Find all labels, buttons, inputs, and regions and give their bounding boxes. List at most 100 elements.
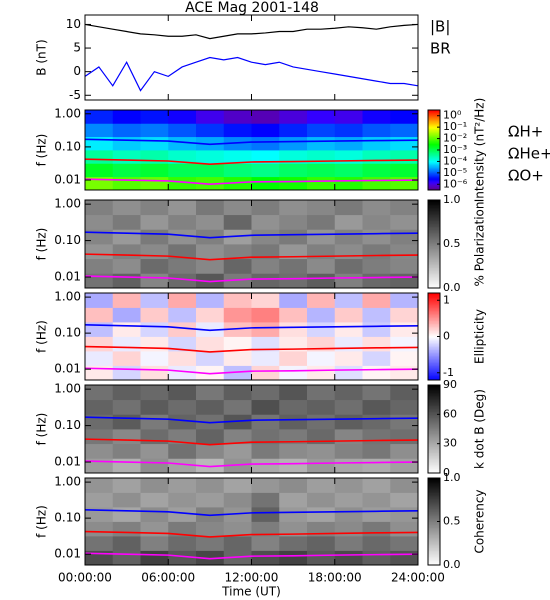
colorbar-step: [428, 143, 440, 146]
colorbar-step: [428, 313, 440, 316]
colorbar-step: [428, 235, 440, 238]
heatmap-cell: [251, 307, 280, 323]
heatmap-cell: [362, 273, 391, 289]
colorbar-step: [428, 122, 440, 124]
colorbar-step: [428, 396, 440, 399]
heatmap-cell: [251, 150, 280, 164]
y-tick-label: 0.10: [54, 233, 81, 247]
colorbar-tick-label: 1: [443, 293, 450, 306]
colorbar-step: [428, 311, 440, 314]
colorbar-step: [428, 320, 440, 323]
heatmap-cell: [223, 244, 252, 260]
colorbar-tick-label: 0.0: [443, 558, 461, 571]
heatmap-cell: [251, 458, 280, 474]
heatmap-cell: [251, 443, 280, 459]
colorbar-step: [428, 528, 440, 531]
colorbar-step: [428, 368, 440, 371]
heatmap-cell: [279, 229, 308, 245]
heatmap-cell: [140, 536, 169, 551]
heatmap-cell: [251, 351, 280, 366]
colorbar-step: [428, 355, 440, 358]
heatmap-cell: [223, 273, 252, 289]
heatmap-cell: [168, 351, 197, 366]
heatmap-cell: [307, 458, 336, 474]
colorbar-step: [428, 166, 440, 168]
colorbar-step: [428, 277, 440, 280]
colorbar-frame: [427, 384, 441, 474]
y-tick-label: 1.00: [54, 475, 81, 489]
heatmap-cell: [362, 399, 391, 415]
colorbar-step: [428, 279, 440, 282]
heatmap-cell: [168, 443, 197, 459]
colorbar-step: [428, 132, 440, 135]
colorbar-step: [428, 327, 440, 330]
heatmap-cell: [390, 176, 419, 191]
heatmap-cell: [112, 163, 141, 178]
colorbar-step: [428, 399, 440, 402]
heatmap-cell: [307, 273, 336, 289]
heatmap-cell: [168, 385, 197, 401]
colorbar-step: [428, 314, 440, 317]
heatmap-cell: [334, 229, 363, 245]
colorbar-step: [428, 238, 440, 241]
colorbar-step: [428, 271, 440, 274]
heatmap-cell: [223, 123, 252, 138]
data-line: [84, 275, 419, 283]
colorbar-step: [428, 330, 440, 333]
heatmap-cell: [85, 351, 114, 366]
heatmap-cell: [307, 536, 336, 551]
heatmap-cell: [168, 214, 197, 230]
colorbar-step: [428, 351, 440, 353]
heatmap-cell: [251, 550, 280, 566]
heatmap-cell: [196, 110, 225, 124]
heatmap-cell: [334, 399, 363, 415]
colorbar-step: [428, 462, 440, 465]
heatmap-cell: [196, 229, 225, 245]
colorbar-step: [428, 421, 440, 424]
heatmap-cell: [279, 273, 308, 289]
heatmap-cell: [196, 244, 225, 260]
heatmap-cell: [196, 307, 225, 323]
heatmap-cell: [334, 200, 363, 216]
colorbar-step: [428, 208, 440, 211]
data-line: [84, 231, 419, 239]
heatmap-cell: [390, 244, 419, 260]
heatmap-cell: [112, 200, 141, 216]
colorbar-step: [428, 285, 440, 288]
heatmap-cell: [223, 365, 252, 381]
data-line: [84, 138, 419, 146]
colorbar-step: [428, 126, 440, 128]
heatmap-cell: [362, 123, 391, 138]
heatmap-cell: [223, 429, 252, 445]
heatmap-cell: [334, 414, 363, 430]
heatmap-cell: [307, 492, 336, 508]
heatmap-cell: [223, 200, 252, 216]
heatmap-cell: [140, 458, 169, 474]
heatmap-cell: [307, 336, 336, 352]
colorbar-step: [428, 509, 440, 512]
data-line: [84, 253, 419, 261]
colorbar-step: [428, 283, 440, 286]
colorbar-step: [428, 543, 440, 546]
heatmap-cell: [168, 163, 197, 178]
colorbar-step: [428, 249, 440, 252]
heatmap-cell: [112, 123, 141, 138]
heatmap-cell: [390, 307, 419, 323]
heatmap-cell: [307, 351, 336, 366]
colorbar-step: [428, 533, 440, 536]
colorbar-step: [428, 207, 440, 210]
heatmap-cell: [390, 214, 419, 230]
heatmap-cell: [85, 429, 114, 445]
heatmap-cell: [168, 429, 197, 445]
heatmap-cell: [279, 492, 308, 508]
colorbar-step: [428, 214, 440, 217]
colorbar-step: [428, 440, 440, 443]
colorbar-tick-label: 10⁻¹: [443, 120, 467, 133]
heatmap-cell: [223, 521, 252, 537]
heatmap-cell: [196, 478, 225, 493]
heatmap-cell: [140, 550, 169, 566]
colorbar-step: [428, 449, 440, 452]
x-tick-label: 06:00:00: [141, 571, 195, 585]
colorbar-step: [428, 385, 440, 387]
